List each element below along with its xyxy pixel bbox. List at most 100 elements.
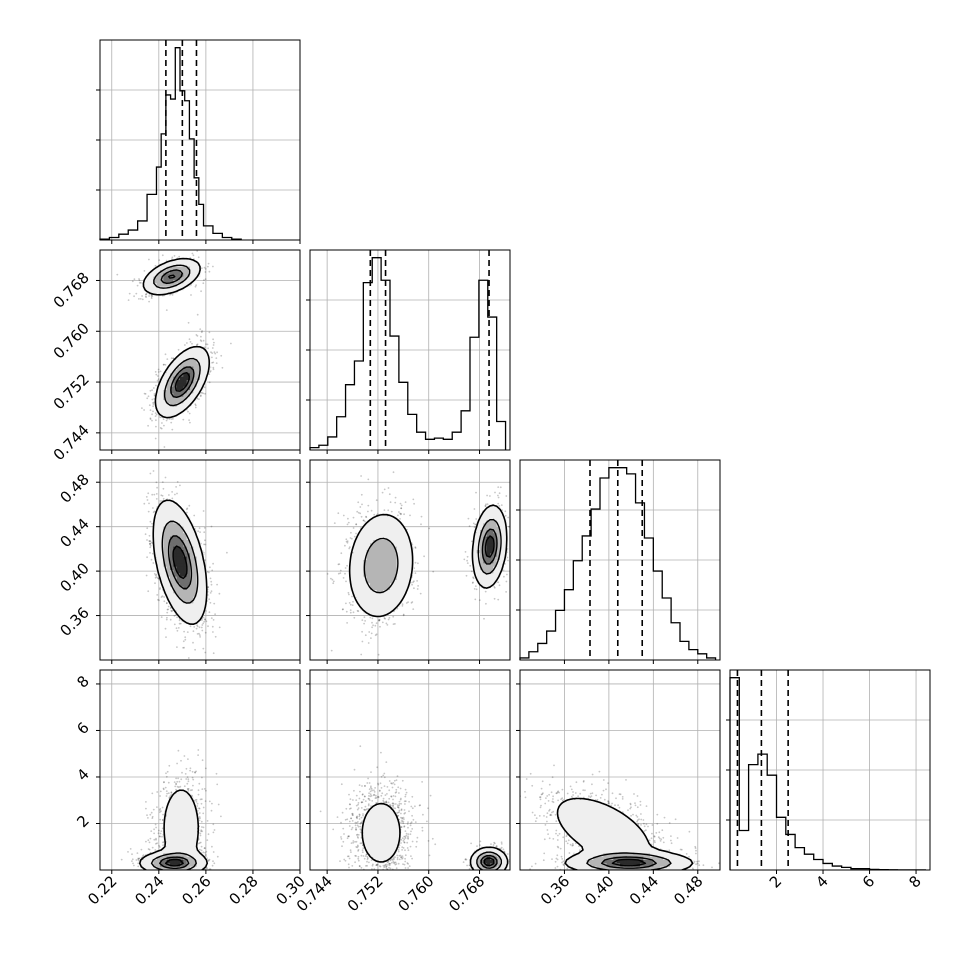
density-cell bbox=[193, 603, 198, 608]
scatter-point bbox=[405, 602, 408, 604]
density-cell bbox=[173, 396, 178, 401]
density-cell bbox=[170, 410, 174, 414]
scatter-point bbox=[158, 259, 161, 261]
scatter-panel bbox=[306, 459, 511, 664]
density-cell bbox=[186, 613, 191, 618]
density-cell bbox=[170, 373, 174, 378]
scatter-point bbox=[152, 402, 154, 404]
scatter-point bbox=[204, 271, 207, 273]
scatter-point bbox=[152, 507, 154, 509]
density-cell bbox=[163, 520, 168, 524]
density-cell bbox=[193, 570, 198, 574]
density-cell bbox=[190, 580, 194, 584]
density-cell bbox=[163, 576, 168, 581]
scatter-point bbox=[214, 352, 217, 355]
scatter-point bbox=[215, 357, 218, 359]
scatter-point bbox=[357, 511, 360, 514]
density-cell bbox=[176, 393, 181, 398]
density-cell bbox=[160, 406, 164, 411]
density-cell bbox=[183, 360, 188, 364]
scatter-point bbox=[216, 351, 218, 354]
density-cell bbox=[183, 266, 188, 271]
density-cell bbox=[203, 596, 208, 601]
density-cell bbox=[170, 263, 174, 268]
density-cell bbox=[180, 513, 184, 518]
scatter-point bbox=[200, 626, 203, 629]
density-cell bbox=[146, 283, 151, 288]
density-cell bbox=[170, 376, 174, 381]
density-cell bbox=[176, 286, 181, 291]
density-cell bbox=[160, 403, 164, 408]
density-cell bbox=[200, 380, 204, 384]
grid bbox=[310, 250, 510, 450]
scatter-point bbox=[166, 616, 168, 619]
scatter-point bbox=[193, 626, 196, 628]
density-cell bbox=[193, 390, 198, 394]
density-cell bbox=[160, 553, 164, 558]
scatter-point bbox=[337, 572, 340, 575]
scatter-point bbox=[152, 387, 155, 389]
density-cell bbox=[166, 396, 171, 401]
density-cell bbox=[163, 406, 168, 411]
density-cell bbox=[160, 393, 164, 398]
scatter-point bbox=[149, 544, 152, 547]
scatter-point bbox=[207, 625, 209, 628]
density-cell bbox=[200, 570, 204, 574]
density-cell bbox=[193, 546, 198, 551]
density-cell bbox=[173, 266, 178, 271]
density-cell bbox=[160, 383, 164, 388]
scatter-point bbox=[179, 622, 182, 625]
scatter-point bbox=[159, 587, 161, 589]
density-cell bbox=[186, 363, 191, 368]
density-cell bbox=[166, 290, 171, 294]
density-cell bbox=[183, 383, 188, 388]
scatter-point bbox=[194, 648, 196, 651]
density-cell bbox=[170, 573, 174, 578]
density-cell bbox=[193, 536, 198, 541]
scatter-point bbox=[221, 366, 224, 369]
scatter-point bbox=[159, 427, 162, 429]
scatter-point bbox=[154, 412, 157, 414]
contour-line bbox=[161, 520, 199, 604]
density-cell bbox=[193, 586, 198, 591]
density-cell bbox=[190, 596, 194, 601]
scatter-point bbox=[199, 328, 202, 330]
density-cell bbox=[183, 276, 188, 281]
density-cell bbox=[180, 583, 184, 588]
density-cell bbox=[173, 390, 178, 394]
scatter-point bbox=[193, 514, 196, 517]
density-cell bbox=[193, 576, 198, 581]
density-cell bbox=[190, 603, 194, 608]
density-cell bbox=[166, 516, 171, 521]
density-cell bbox=[176, 563, 181, 568]
scatter-point bbox=[154, 371, 157, 373]
density-cell bbox=[196, 603, 201, 608]
scatter-point bbox=[149, 417, 152, 420]
scatter-point bbox=[165, 636, 167, 638]
scatter-point bbox=[173, 614, 176, 617]
scatter-point bbox=[207, 347, 209, 350]
scatter-point bbox=[414, 561, 417, 564]
density-cell bbox=[153, 543, 158, 548]
density-cell bbox=[183, 363, 188, 368]
scatter-point bbox=[204, 278, 207, 281]
density-cell bbox=[160, 386, 164, 391]
density-cell bbox=[176, 556, 181, 561]
scatter-point bbox=[156, 577, 159, 579]
scatter-point bbox=[160, 494, 163, 497]
density-cell bbox=[160, 560, 164, 564]
scatter-point bbox=[414, 547, 417, 549]
scatter-point bbox=[161, 254, 164, 257]
scatter-point bbox=[150, 541, 153, 544]
scatter-point bbox=[345, 610, 348, 613]
density-cell bbox=[160, 580, 164, 584]
scatter-point bbox=[352, 527, 355, 529]
scatter-point bbox=[204, 539, 206, 542]
density-cell bbox=[176, 400, 181, 404]
density-cell bbox=[200, 590, 204, 594]
scatter-point bbox=[186, 507, 189, 510]
density-cell bbox=[176, 383, 181, 388]
density-cell bbox=[170, 546, 174, 551]
scatter-point bbox=[141, 295, 143, 297]
scatter-point bbox=[204, 392, 206, 395]
